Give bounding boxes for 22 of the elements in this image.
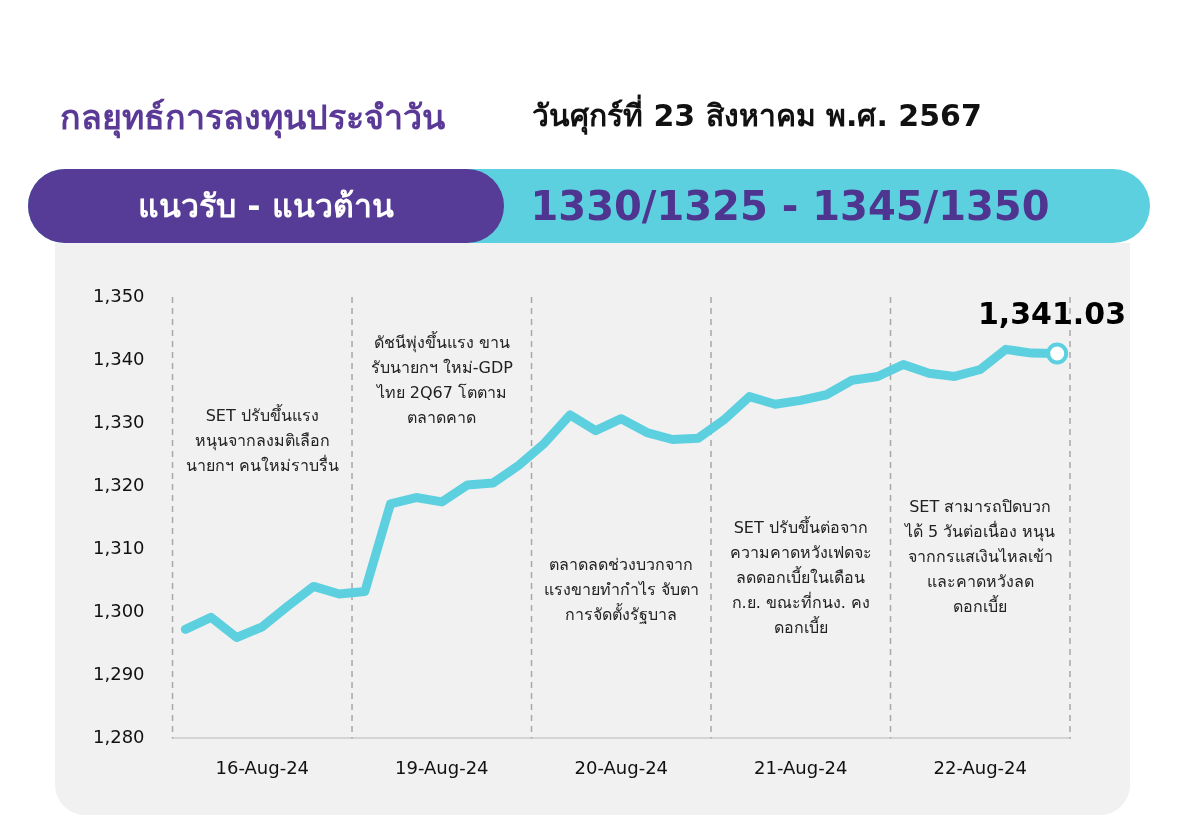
chart-title: กลยุทธ์การลงทุนประจำวัน — [60, 96, 445, 141]
annotation: SET ปรับขึ้นต่อจาก ความคาดหวังเฟดจะ ลดดอกเบี้ยในเดือน ก.ย. ขณะที่กนง. คง ดอกเบี้ย — [729, 516, 872, 638]
y-tick-label: 1,330 — [93, 410, 145, 432]
y-tick-label: 1,280 — [93, 726, 145, 748]
y-tick-label: 1,320 — [93, 473, 145, 495]
y-tick-label: 1,310 — [93, 536, 145, 558]
x-tick-label: 20-Aug-24 — [574, 756, 669, 778]
text: 1330/1325 - 1345/1350 — [529, 182, 1051, 231]
y-tick-label: 1,350 — [93, 284, 145, 306]
chart-subtitle: วันศุกร์ที่ 23 สิงหาคม พ.ศ. 2567 — [532, 93, 982, 137]
x-tick-label: 16-Aug-24 — [215, 756, 310, 778]
annotation: SET ปรับขึ้นแรง หนุนจากลงมติเลือก นายกฯ คนใหม่ราบรื่น — [185, 403, 339, 475]
data-label: 1,341.03 — [977, 296, 1126, 332]
annotation: ตลาดลดช่วงบวกจาก แรงขายทำกำไร จับตา การจัดตั้งรัฐบาล — [543, 555, 699, 624]
y-tick-label: 1,340 — [93, 347, 145, 369]
y-tick-label: 1,290 — [93, 663, 145, 685]
x-tick-label: 21-Aug-24 — [753, 756, 848, 778]
annotation: SET สามารถปิดบวก ได้ 5 วันต่อเนื่อง หนุน จากกรแสเงินไหลเข้า และคาดหวังลด ดอกเบี้ย — [903, 496, 1056, 616]
y-tick-label: 1,300 — [93, 599, 145, 621]
x-tick-label: 22-Aug-24 — [933, 756, 1028, 778]
annotation: ดัชนีพุ่งขึ้นแรง ขาน รับนายกฯ ใหม่-GDP ไทย 2Q67 โตตาม ตลาดคาด — [370, 330, 514, 427]
x-tick-label: 19-Aug-24 — [394, 756, 489, 778]
